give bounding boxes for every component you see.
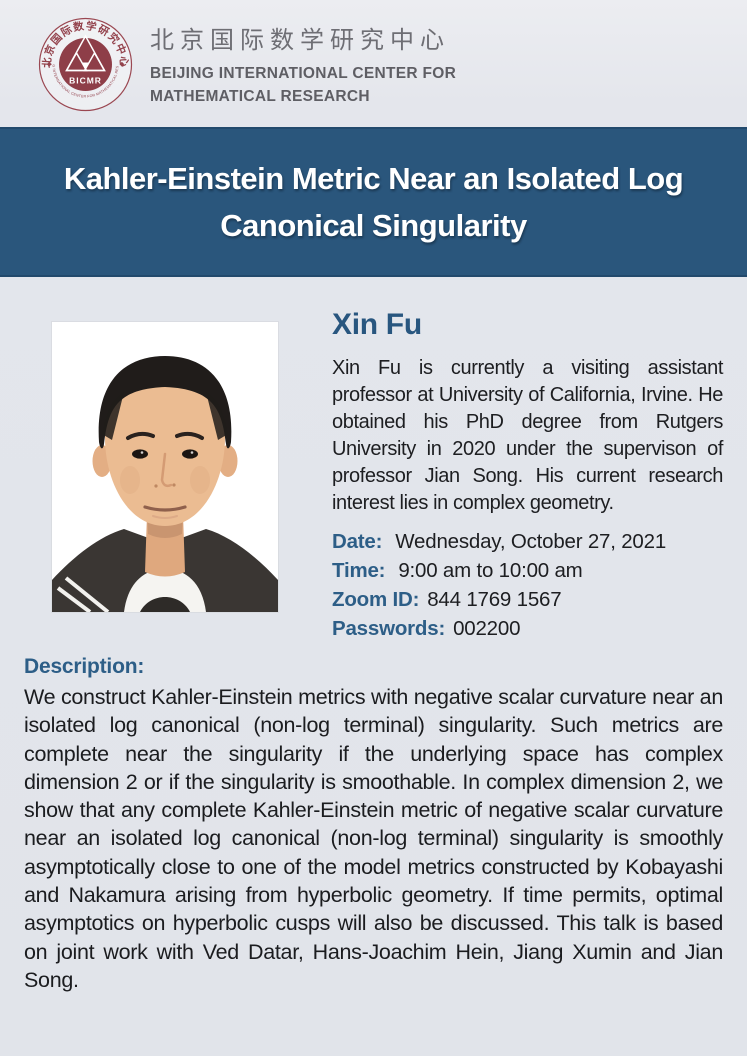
seminar-title-line2: Canonical Singularity [220,208,527,243]
org-names: 北京国际数学研究中心 BEIJING INTERNATIONAL CENTER … [150,20,456,108]
bicmr-logo: 北京国际数学研究中心 BEIJING INTERNATIONAL CENTER … [37,14,133,112]
speaker-section: Xin Fu Xin Fu is currently a visiting as… [24,308,723,643]
date-label: Date: [332,530,383,553]
description-text: We construct Kahler-Einstein metrics wit… [24,685,723,992]
org-name-chinese: 北京国际数学研究中心 [150,26,450,54]
description-heading: Description: [24,655,145,678]
speaker-bio: Xin Fu is currently a visiting assistant… [332,357,723,514]
logo-acronym: BICMR [69,76,102,86]
passwords-value: 002200 [453,617,521,640]
passwords-label: Passwords: [332,617,446,640]
seminar-title-line1: Kahler-Einstein Metric Near an Isolated … [63,161,684,196]
title-banner: Kahler-Einstein Metric Near an Isolated … [0,127,747,277]
date-value: Wednesday, October 27, 2021 [395,530,667,553]
detail-row-zoom-id: Zoom ID: 844 1769 1567 [332,585,723,614]
zoom-id-value: 844 1769 1567 [427,588,562,611]
main-content: Xin Fu Xin Fu is currently a visiting as… [0,308,747,994]
org-name-english-line2: MATHEMATICAL RESEARCH [150,87,370,105]
zoom-id-label: Zoom ID: [332,588,420,611]
description-section: Description: We construct Kahler-Einstei… [24,655,723,994]
detail-row-date: Date: Wednesday, October 27, 2021 [332,527,723,556]
time-label: Time: [332,559,386,582]
time-value: 9:00 am to 10:00 am [398,559,583,582]
speaker-photo [52,322,278,614]
org-name-english-line1: BEIJING INTERNATIONAL CENTER FOR [150,64,457,82]
logo-triangle-emblem [65,34,106,72]
speaker-portrait-illustration [52,322,278,614]
meeting-details: Date: Wednesday, October 27, 2021 Time: 9:… [332,527,723,643]
speaker-info: Xin Fu Xin Fu is currently a visiting as… [332,308,723,643]
detail-row-time: Time: 9:00 am to 10:00 am [332,556,723,585]
header: 北京国际数学研究中心 BEIJING INTERNATIONAL CENTER … [0,0,747,127]
speaker-name: Xin Fu [332,308,422,341]
bicmr-seal-icon: 北京国际数学研究中心 BEIJING INTERNATIONAL CENTER … [37,14,133,112]
detail-row-passwords: Passwords: 002200 [332,614,723,643]
